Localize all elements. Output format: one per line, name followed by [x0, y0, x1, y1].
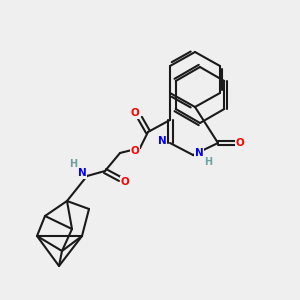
Text: O: O: [121, 177, 129, 187]
Text: N: N: [78, 168, 86, 178]
Text: O: O: [130, 108, 140, 118]
Text: N: N: [158, 136, 166, 146]
Text: H: H: [204, 157, 212, 167]
Text: O: O: [236, 138, 244, 148]
Text: O: O: [130, 146, 140, 156]
Text: H: H: [69, 159, 77, 169]
Text: N: N: [195, 148, 203, 158]
